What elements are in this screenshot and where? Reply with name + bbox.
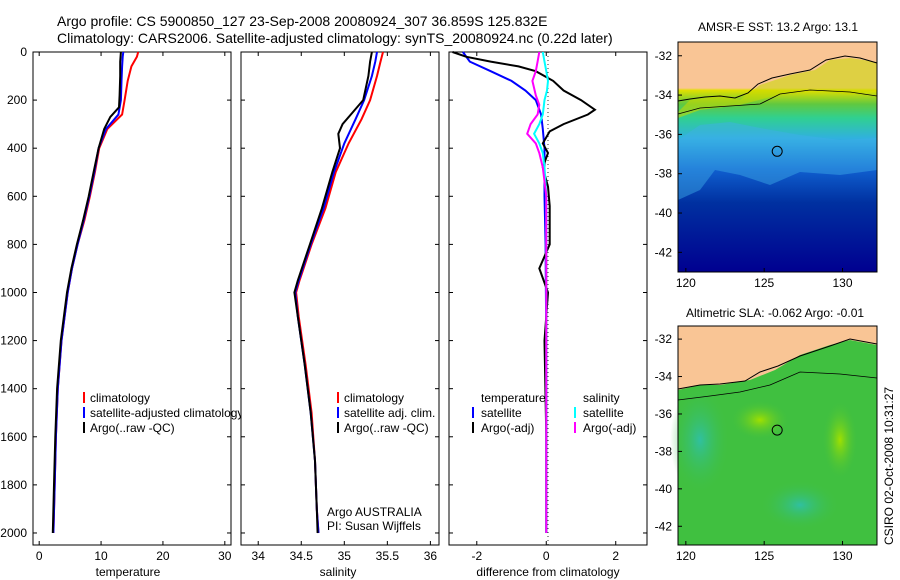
salinity-annotation-line-1: Argo AUSTRALIA [327,505,422,519]
sst_map-xtick-label: 125 [754,276,774,290]
temperature-xtick-label: 30 [218,549,232,563]
sla-map-frame [677,325,878,546]
salinity-legend-label: satellite adj. clim. [344,406,435,420]
sla-high-anomaly [822,400,858,480]
depth-tick-label: 1600 [0,430,27,444]
temperature-panel: 0 10 20 30 0 200 400 600 800 1000 1200 1400 1600 1800… [0,45,243,579]
difference-legend-label: Argo(-adj) [583,421,636,435]
argo-position-marker-sst [771,145,783,157]
difference-legend-title: salinity [583,391,620,405]
sst_map-ytick-label: -38 [655,167,673,181]
difference-series-salinity-argo-adj- [526,51,548,533]
sla_map-xtick-label: 130 [833,549,853,563]
difference-series-temperature-argo-adj- [452,51,597,533]
salinity-series-argo-raw-qc- [293,51,373,534]
salinity-axes-box [240,51,440,546]
temperature-legend-label: satellite-adjusted climatology [90,406,243,420]
sst-cool-band [678,122,877,200]
sst_map-ytick-label: -42 [655,245,673,259]
sla-map-title: Altimetric SLA: -0.062 Argo: -0.01 [686,306,864,320]
sla_map-ytick-label: -38 [655,444,673,458]
csiro-timestamp: CSIRO 02-Oct-2008 10:31:27 [882,386,896,545]
salinity-legend-label: climatology [344,391,404,405]
sst-map-frame [677,41,878,273]
difference-xlabel: difference from climatology [476,565,619,579]
temperature-xtick-label: 20 [156,549,170,563]
temperature-xtick-label: 10 [94,549,108,563]
temperature-legend-label: Argo(..raw -QC) [90,421,175,435]
difference-legend-label: Argo(-adj) [481,421,534,435]
salinity-xtick-label: 34.5 [290,549,314,563]
difference-xtick-label: -2 [471,549,482,563]
depth-tick-label: 400 [7,141,27,155]
sst_map-ytick-label: -36 [655,127,673,141]
temperature-xtick-label: 0 [36,549,43,563]
temperature-series-argo-raw-qc- [51,51,122,534]
sst_map-xtick-label: 120 [676,276,696,290]
depth-tick-label: 2000 [0,526,27,540]
depth-tick-label: 1400 [0,382,27,396]
header-line-1: Argo profile: CS 5900850_127 23-Sep-2008… [57,13,547,29]
sla-high-anomaly-2 [730,400,790,440]
sla_map-ytick-label: -40 [655,482,673,496]
depth-tick-label: 600 [7,189,27,203]
sla-low-anomaly-2 [760,480,840,530]
difference-legend-label: satellite [583,406,624,420]
depth-tick-label: 1200 [0,334,27,348]
temperature-legend-label: climatology [90,391,150,405]
salinity-xtick-label: 35 [338,549,352,563]
sla-coastline [677,338,878,390]
sla-low-anomaly [670,385,730,495]
difference-xtick-label: 2 [612,549,619,563]
salinity-xtick-label: 34 [252,549,266,563]
header-line-2: Climatology: CARS2006. Satellite-adjuste… [57,30,613,46]
salinity-annotation-line-2: PI: Susan Wijffels [327,519,421,533]
salinity-xtick-label: 35.5 [376,549,400,563]
sst_map-ytick-label: -40 [655,206,673,220]
temperature-axes-box [32,51,232,546]
sst-coastline [677,55,878,102]
sst_map-ytick-label: -34 [655,88,673,102]
sla_map-ytick-label: -34 [655,370,673,384]
sla_map-xtick-label: 125 [754,549,774,563]
sst-map-title: AMSR-E SST: 13.2 Argo: 13.1 [698,20,858,34]
sst_map-ytick-label: -32 [655,49,673,63]
argo-position-marker-sla [771,424,783,436]
difference-xtick-label: 0 [543,549,550,563]
salinity-xtick-label: 36 [424,549,438,563]
depth-tick-label: 800 [7,237,27,251]
sst-warm-band [678,58,877,118]
sla-land [678,326,877,390]
sla_map-ytick-label: -42 [655,519,673,533]
sla-contour-line [677,371,878,401]
salinity-legend-label: Argo(..raw -QC) [344,421,429,435]
sla_map-ytick-label: -32 [655,332,673,346]
sst_map-xtick-label: 130 [833,276,853,290]
temperature-xlabel: temperature [96,565,161,579]
difference-legend-label: satellite [481,406,522,420]
depth-tick-label: 200 [7,93,27,107]
depth-tick-label: 0 [20,45,27,59]
depth-tick-label: 1000 [0,285,27,299]
sla_map-ytick-label: -36 [655,407,673,421]
salinity-xlabel: salinity [320,565,357,579]
difference-panel: -2 0 2 temperaturesatelliteArgo(-adj)salin… [448,51,648,579]
sst-contour-line [677,89,878,115]
sla-map-panel: Altimetric SLA: -0.062 Argo: -0.01 120 12… [655,306,878,563]
sst-map-panel: AMSR-E SST: 13.2 Argo: 13.1 120 125 130 -32… [655,20,878,290]
depth-tick-label: 1800 [0,478,27,492]
difference-legend-title: temperature [481,391,546,405]
sla_map-xtick-label: 120 [676,549,696,563]
